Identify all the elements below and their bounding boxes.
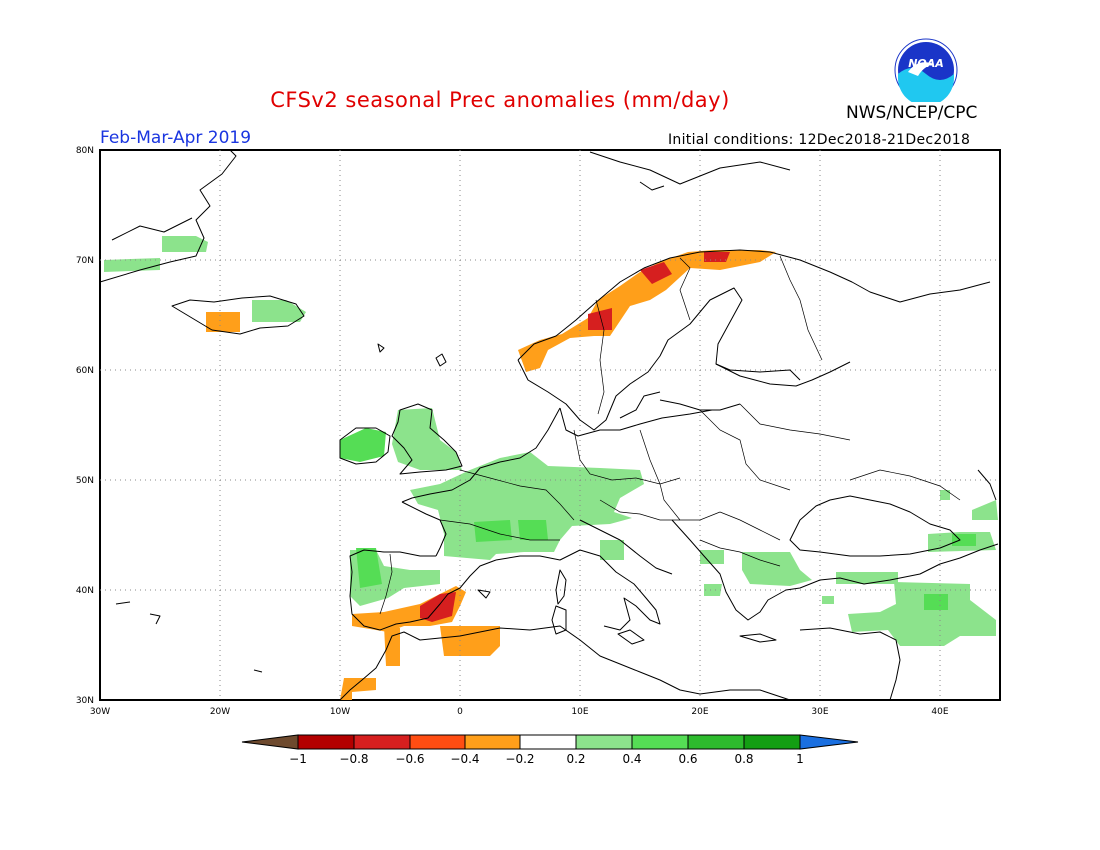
cyprus-wet xyxy=(822,596,834,604)
algeria-dry xyxy=(440,626,500,656)
lon-label-20w: 20W xyxy=(210,707,230,717)
colorbar-label-p1: 1 xyxy=(796,752,804,766)
lat-label-60n: 60N xyxy=(76,366,94,376)
caucasus-wet xyxy=(928,490,998,552)
lat-label-50n: 50N xyxy=(76,476,94,486)
colorbar-label-m02: −0.2 xyxy=(505,752,534,766)
colorbar-label-m1: −1 xyxy=(289,752,307,766)
colorbar-bin-2 xyxy=(353,734,411,750)
uk-wet xyxy=(392,408,462,470)
anomaly-shading xyxy=(104,236,998,700)
lon-label-30e: 30E xyxy=(811,707,828,717)
colorbar-label-p08: 0.8 xyxy=(734,752,753,766)
lat-label-80n: 80N xyxy=(76,146,94,156)
colorbar-low-arrow xyxy=(241,734,299,750)
colorbar: −1 −0.8 −0.6 −0.4 −0.2 0.2 0.4 0.6 0.8 1 xyxy=(241,734,859,766)
initial-conditions-label: Initial conditions: 12Dec2018-21Dec2018 xyxy=(668,132,971,148)
noaa-logo-icon: NOAA xyxy=(894,38,958,102)
morocco-dry xyxy=(340,626,400,700)
colorbar-bin-9 xyxy=(743,734,801,750)
agency-label: NWS/NCEP/CPC xyxy=(846,103,978,123)
colorbar-label-m04: −0.4 xyxy=(450,752,479,766)
france-wet-core xyxy=(474,520,548,542)
france-wet xyxy=(410,452,644,560)
lon-label-30w: 30W xyxy=(90,707,110,717)
colorbar-label-p02: 0.2 xyxy=(566,752,585,766)
colorbar-label-m08: −0.8 xyxy=(339,752,368,766)
colorbar-bin-7 xyxy=(631,734,689,750)
colorbar-high-arrow xyxy=(799,734,859,750)
ireland-wet xyxy=(340,428,386,462)
balkans-wet xyxy=(700,550,812,596)
map-frame xyxy=(99,149,1001,701)
lon-label-10e: 10E xyxy=(571,707,588,717)
lat-label-70n: 70N xyxy=(76,256,94,266)
lon-label-10w: 10W xyxy=(330,707,350,717)
lon-axis-labels: 30W 20W 10W 0 10E 20E 30E 40E xyxy=(90,707,949,717)
colorbar-bin-8 xyxy=(687,734,745,750)
svg-text:NOAA: NOAA xyxy=(908,57,944,70)
lon-label-20e: 20E xyxy=(691,707,708,717)
colorbar-bin-1 xyxy=(297,734,355,750)
colorbar-label-m06: −0.6 xyxy=(395,752,424,766)
chart-title: CFSv2 seasonal Prec anomalies (mm/day) xyxy=(270,88,730,112)
colorbar-bin-4 xyxy=(464,734,521,750)
turkey-wet-core xyxy=(924,594,948,610)
colorbar-bin-3 xyxy=(409,734,466,750)
lat-label-30n: 30N xyxy=(76,696,94,706)
lat-label-40n: 40N xyxy=(76,586,94,596)
colorbar-label-p06: 0.6 xyxy=(678,752,697,766)
iceland-wet xyxy=(252,300,306,322)
season-label: Feb-Mar-Apr 2019 xyxy=(100,128,252,148)
colorbar-bin-5 xyxy=(519,734,577,750)
lon-label-40e: 40E xyxy=(931,707,948,717)
colorbar-bin-6 xyxy=(575,734,633,750)
greenland-wet xyxy=(104,236,208,272)
colorbar-label-p04: 0.4 xyxy=(622,752,641,766)
iceland-dry xyxy=(206,312,240,332)
galicia-wet xyxy=(356,548,382,588)
caucasus-wet-core xyxy=(952,534,976,546)
lat-axis-labels: 80N 70N 60N 50N 40N 30N xyxy=(76,146,94,706)
country-borders xyxy=(379,255,961,615)
italy-wet xyxy=(600,540,624,560)
lon-label-0: 0 xyxy=(457,707,463,717)
coastlines xyxy=(99,149,999,701)
